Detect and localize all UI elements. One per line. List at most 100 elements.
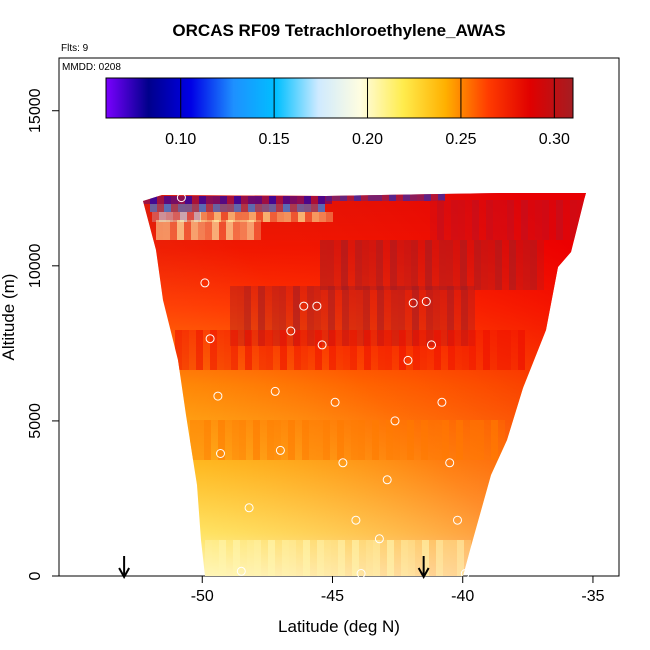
heatmap-cell [178, 204, 185, 212]
heatmap-cell [335, 286, 342, 346]
heatmap-cell [410, 193, 417, 201]
heatmap-cell [337, 420, 344, 460]
heatmap-cell [460, 240, 467, 290]
heatmap-cell [379, 420, 386, 460]
heatmap-cell [173, 212, 180, 222]
heatmap-cell [262, 196, 269, 204]
sample-markers [176, 179, 598, 578]
heatmap-cell [392, 330, 399, 370]
heatmap-cell [457, 540, 464, 576]
heatmap-cell [426, 286, 433, 346]
heatmap-cell [252, 330, 259, 370]
heatmap-cell [301, 330, 308, 370]
x-tick-label: -35 [581, 588, 604, 605]
heatmap-cell [251, 286, 258, 346]
heatmap-cell [199, 196, 206, 204]
sample-marker [356, 569, 366, 578]
heatmap-cell [340, 193, 347, 201]
heatmap-cell [428, 420, 435, 460]
heatmap-cell [282, 540, 289, 576]
heatmap-cell [401, 540, 408, 576]
heatmap-cell [220, 196, 227, 204]
heatmap-cell [449, 420, 456, 460]
heatmap-cell [345, 540, 352, 576]
sample-marker [351, 515, 361, 525]
heatmap-cell [493, 200, 500, 240]
sample-marker [445, 458, 455, 468]
heatmap-cell [166, 212, 173, 222]
heatmap-cell [396, 193, 403, 201]
heatmap-cell [495, 240, 502, 290]
heatmap-cell [185, 204, 192, 212]
heatmap-cell [389, 193, 396, 201]
heatmap-cell [314, 286, 321, 346]
heatmap-cell [219, 540, 226, 576]
sample-marker [205, 334, 215, 344]
heatmap-cell [450, 540, 457, 576]
heatmap-cell [542, 200, 549, 240]
heatmap-cell [254, 540, 261, 576]
heatmap-cell [403, 193, 410, 201]
heatmap-cell [500, 200, 507, 240]
heatmap-cell [189, 330, 196, 370]
heatmap-cell [213, 204, 220, 212]
heatmap-cell [456, 420, 463, 460]
heatmap-cell [327, 240, 334, 290]
sample-marker [512, 179, 522, 189]
heatmap-cell [287, 330, 294, 370]
heatmap-cell [234, 196, 241, 204]
heatmap-cell [317, 540, 324, 576]
heatmap-cell [320, 240, 327, 290]
heatmap-cell [164, 196, 171, 204]
heatmap-cell [171, 196, 178, 204]
x-axis: -50 -45 -40 -35 [191, 576, 605, 605]
heatmap-cell [291, 212, 298, 222]
heatmap-cell [178, 196, 185, 204]
heatmap-cell [429, 540, 436, 576]
heatmap-cell [163, 220, 170, 240]
heatmap-cell [150, 196, 157, 204]
heatmap-cell [364, 330, 371, 370]
heatmap-cell [262, 204, 269, 212]
heatmap-cell [528, 200, 535, 240]
heatmap-cell [549, 200, 556, 240]
heatmap-cell [343, 330, 350, 370]
heatmap-cell [433, 286, 440, 346]
heatmap-cell [358, 420, 365, 460]
heatmap-cell [468, 286, 475, 346]
heatmap-cell [171, 204, 178, 212]
heatmap-cell [398, 286, 405, 346]
heatmap-cell [408, 540, 415, 576]
heatmap-cell [363, 286, 370, 346]
heatmap-cell [217, 330, 224, 370]
heatmap-cell [469, 330, 476, 370]
heatmap-cell [307, 286, 314, 346]
heatmap-cell [220, 204, 227, 212]
heatmap-cell [368, 193, 375, 201]
heatmap-cell [237, 286, 244, 346]
heatmap-cell [219, 220, 226, 240]
heatmap-cell [247, 540, 254, 576]
heatmap-cell [523, 240, 530, 290]
heatmap-cell [570, 200, 577, 240]
colorbar-fill [106, 78, 573, 118]
heatmap-cell [451, 200, 458, 240]
heatmap-cell [231, 330, 238, 370]
heatmap-cell [385, 330, 392, 370]
heatmap-cell [204, 420, 211, 460]
heatmap-cell [507, 200, 514, 240]
heatmap-cell [239, 420, 246, 460]
colorbar-tick-label: 0.25 [445, 131, 476, 148]
heatmap-cell [477, 420, 484, 460]
sample-marker [460, 569, 470, 578]
heatmap-cell [318, 196, 325, 204]
heatmap-cell [316, 420, 323, 460]
heatmap-cell [331, 540, 338, 576]
heatmap-cell [207, 212, 214, 222]
heatmap-cell [474, 240, 481, 290]
heatmap-cell [476, 330, 483, 370]
heatmap-cell [192, 196, 199, 204]
heatmap-cell [405, 286, 412, 346]
heatmap-cell [300, 286, 307, 346]
heatmap-cell [371, 330, 378, 370]
